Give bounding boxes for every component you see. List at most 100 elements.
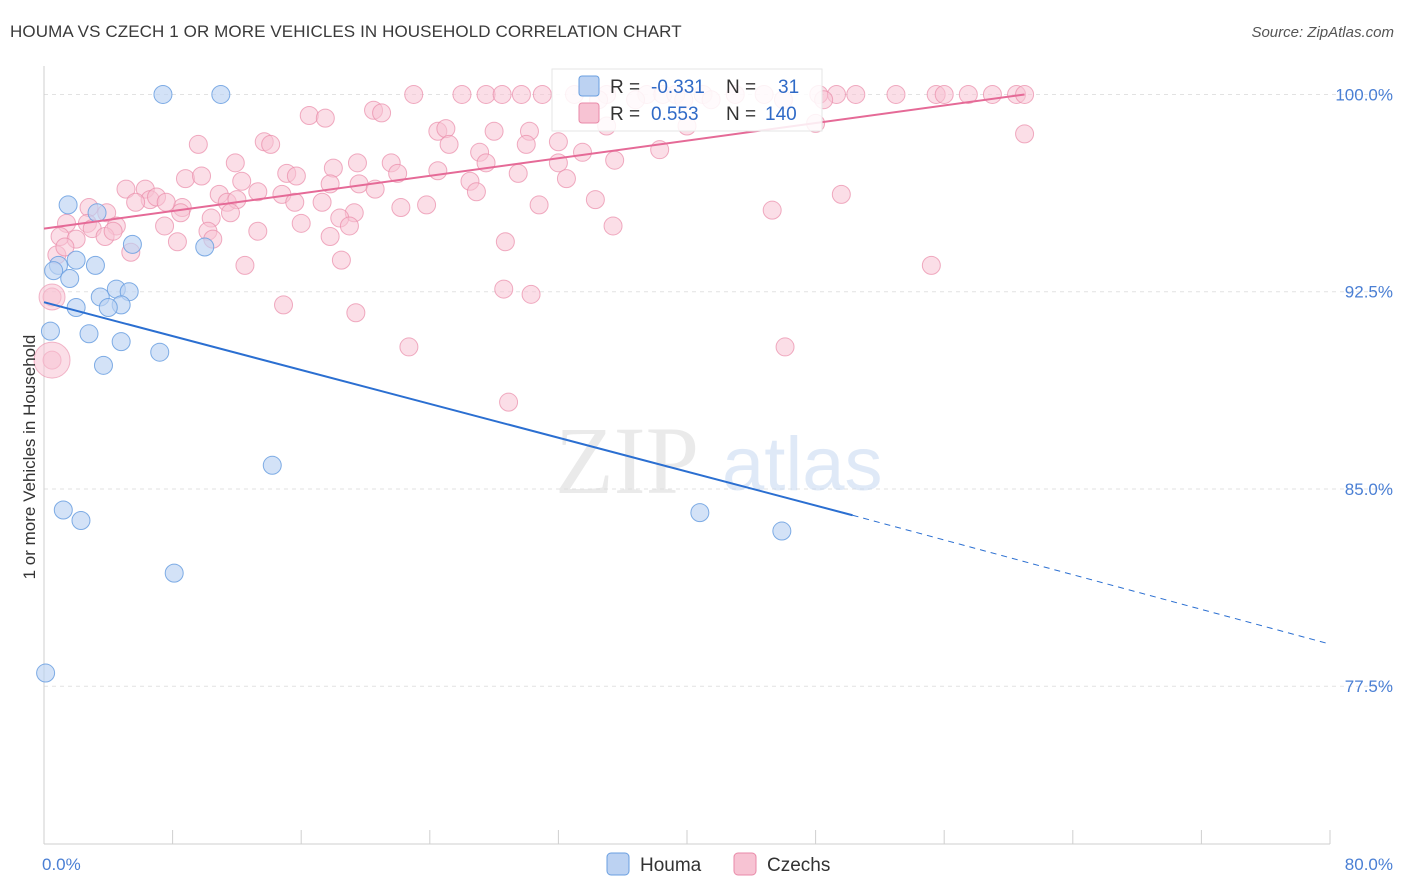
houma-point: [150, 342, 170, 362]
houma-points: [36, 84, 792, 683]
czechs-points: [33, 84, 1035, 412]
watermark: ZIP atlas: [555, 407, 883, 514]
houma-point: [195, 237, 215, 257]
source-credit: Source: ZipAtlas.com: [1251, 24, 1394, 41]
houma-point: [58, 195, 78, 215]
czechs-point: [391, 198, 411, 218]
czechs-point: [556, 169, 576, 189]
czechs-point: [175, 169, 195, 189]
czechs-point: [417, 195, 437, 215]
czechs-point: [511, 84, 531, 104]
houma-point: [60, 269, 80, 289]
axes: [43, 66, 1331, 845]
czechs-point: [404, 84, 424, 104]
czechs-point: [521, 284, 541, 304]
czechs-point: [886, 84, 906, 104]
czechs-point: [846, 84, 866, 104]
y-tick-label: 85.0%: [1345, 480, 1393, 499]
czechs-point: [484, 121, 504, 141]
czechs-point: [762, 200, 782, 220]
czechs-point: [299, 105, 319, 125]
czechs-point: [286, 166, 306, 186]
czechs-point: [248, 221, 268, 241]
czechs-point: [55, 237, 75, 257]
x-tick-label-min: 0.0%: [42, 855, 81, 874]
houma-point: [262, 455, 282, 475]
czechs-point: [399, 337, 419, 357]
czechs-point: [33, 341, 71, 379]
watermark-zip: ZIP: [555, 407, 699, 514]
czechs-point: [605, 150, 625, 170]
czechs-point: [372, 103, 392, 123]
y-axis-label: 1 or more Vehicles in Household: [20, 335, 39, 580]
houma-point: [66, 297, 86, 317]
chart-title: HOUMA VS CZECH 1 OR MORE VEHICLES IN HOU…: [10, 22, 682, 41]
y-tick-label: 92.5%: [1345, 283, 1393, 302]
czechs-point: [167, 232, 187, 252]
y-tick-label: 77.5%: [1345, 677, 1393, 696]
czechs-point: [274, 295, 294, 315]
czechs-point: [476, 84, 496, 104]
czechs-n-label: N =: [726, 104, 756, 125]
czechs-n-value: 140: [765, 104, 797, 125]
czechs-point: [248, 182, 268, 202]
czechs-point: [261, 134, 281, 154]
czechs-point: [388, 163, 408, 183]
czechs-point: [548, 132, 568, 152]
czechs-trend-line: [43, 93, 1025, 230]
czechs-point: [192, 166, 212, 186]
houma-point: [87, 203, 107, 223]
houma-point: [66, 250, 86, 270]
czechs-point: [291, 213, 311, 233]
legend-czechs-swatch: [733, 852, 757, 876]
houma-point: [111, 332, 131, 352]
czechs-point: [220, 203, 240, 223]
czechs-point: [315, 108, 335, 128]
czechs-point: [312, 192, 332, 212]
houma-n-value: 31: [778, 77, 799, 98]
houma-trend-line: [43, 301, 853, 517]
czechs-point: [508, 163, 528, 183]
czechs-point: [428, 161, 448, 181]
houma-r-label: R =: [610, 77, 640, 98]
czechs-point: [532, 84, 552, 104]
houma-n-label: N =: [726, 77, 756, 98]
houma-point: [93, 355, 113, 375]
houma-point: [79, 324, 99, 344]
czechs-point: [436, 119, 456, 139]
czechs-point: [232, 171, 252, 191]
czechs-point: [775, 337, 795, 357]
legend-czechs-label: Czechs: [767, 855, 830, 876]
czechs-point: [155, 216, 175, 236]
houma-point: [53, 500, 73, 520]
series-legend: Houma Czechs: [606, 852, 830, 876]
czechs-point: [831, 184, 851, 204]
houma-point: [36, 663, 56, 683]
czechs-point: [603, 216, 623, 236]
czechs-point: [126, 192, 146, 212]
czechs-point: [516, 134, 536, 154]
czechs-point: [466, 182, 486, 202]
czechs-point: [347, 153, 367, 173]
legend-houma-swatch: [606, 852, 630, 876]
czechs-point: [1015, 124, 1035, 144]
czechs-point: [339, 216, 359, 236]
czechs-point: [346, 303, 366, 323]
czechs-point: [331, 250, 351, 270]
czechs-point: [439, 134, 459, 154]
czechs-point: [452, 84, 472, 104]
czechs-point: [320, 226, 340, 246]
czechs-point: [982, 84, 1002, 104]
czechs-point: [585, 190, 605, 210]
czechs-r-label: R =: [610, 104, 640, 125]
houma-point: [164, 563, 184, 583]
houma-point: [690, 503, 710, 523]
czechs-r-value: 0.553: [651, 104, 699, 125]
y-tick-label: 100.0%: [1335, 85, 1393, 104]
tick-labels: 77.5% 85.0% 92.5% 100.0% 0.0% 80.0%: [42, 85, 1393, 874]
czechs-point: [958, 84, 978, 104]
houma-point: [85, 255, 105, 275]
watermark-atlas: atlas: [722, 422, 883, 507]
houma-point: [40, 321, 60, 341]
